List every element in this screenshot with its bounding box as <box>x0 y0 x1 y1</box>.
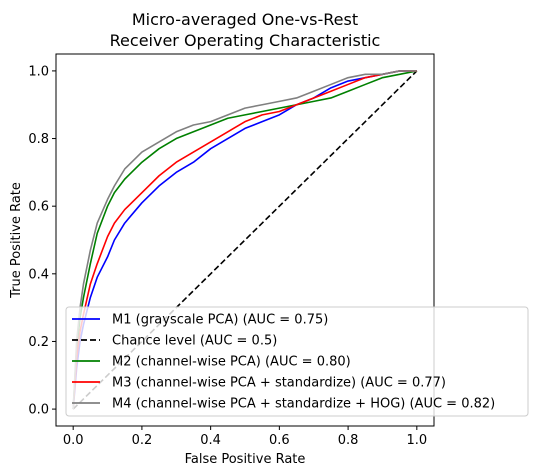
x-axis-ticks: 0.0 0.2 0.4 0.6 0.8 1.0 <box>63 426 427 448</box>
legend-entry-2: Chance level (AUC = 0.5) <box>112 334 277 349</box>
x-tick-label: 0.0 <box>63 433 84 448</box>
y-tick-label: 1.0 <box>28 64 49 79</box>
legend-items: M1 (grayscale PCA) (AUC = 0.75) Chance le… <box>72 313 495 412</box>
y-tick-label: 0.6 <box>28 200 49 215</box>
legend-entry-1: M1 (grayscale PCA) (AUC = 0.75) <box>112 313 328 328</box>
roc-curve-1 <box>72 70 417 410</box>
chart-title-line1: Micro-averaged One-vs-Rest <box>132 10 358 29</box>
x-tick-label: 0.2 <box>132 433 153 448</box>
roc-curve-3 <box>72 70 417 410</box>
x-tick-label: 1.0 <box>406 433 427 448</box>
legend-entry-3: M2 (channel-wise PCA) (AUC = 0.80) <box>112 355 351 370</box>
chart-title-line2: Receiver Operating Characteristic <box>110 31 381 50</box>
roc-curve-5 <box>72 70 417 410</box>
legend-box <box>65 306 529 417</box>
legend-entry-5: M4 (channel-wise PCA + standardize + HOG… <box>112 397 495 412</box>
y-axis-ticks: 0.0 0.2 0.4 0.6 0.8 1.0 <box>28 64 56 418</box>
y-tick-label: 0.4 <box>28 267 49 282</box>
x-axis-label: False Positive Rate <box>185 452 306 467</box>
legend: M1 (grayscale PCA) (AUC = 0.75) Chance le… <box>65 306 529 417</box>
y-axis-label: True Positive Rate <box>9 182 24 299</box>
legend-entry-4: M3 (channel-wise PCA + standardize) (AUC… <box>112 376 446 391</box>
roc-curve-2 <box>72 70 418 410</box>
x-tick-label: 0.6 <box>269 433 290 448</box>
y-tick-label: 0.0 <box>28 403 49 418</box>
y-tick-label: 0.2 <box>28 335 49 350</box>
axes-frame <box>55 53 435 427</box>
x-tick-label: 0.4 <box>200 433 221 448</box>
plot-area <box>55 53 435 427</box>
roc-curve-4 <box>72 70 417 410</box>
x-tick-label: 0.8 <box>338 433 359 448</box>
y-tick-label: 0.8 <box>28 132 49 147</box>
roc-curves <box>72 70 418 410</box>
